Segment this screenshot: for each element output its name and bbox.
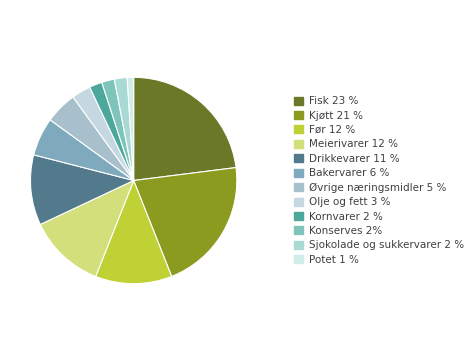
Wedge shape — [50, 97, 134, 180]
Wedge shape — [96, 180, 172, 284]
Legend: Fisk 23 %, Kjøtt 21 %, Før 12 %, Meierivarer 12 %, Drikkevarer 11 %, Bakervarer : Fisk 23 %, Kjøtt 21 %, Før 12 %, Meieriv… — [294, 96, 464, 265]
Wedge shape — [40, 180, 134, 277]
Wedge shape — [30, 155, 134, 225]
Wedge shape — [90, 82, 134, 180]
Wedge shape — [114, 78, 134, 180]
Wedge shape — [102, 79, 134, 180]
Wedge shape — [73, 87, 134, 180]
Wedge shape — [134, 168, 237, 277]
Wedge shape — [134, 77, 236, 180]
Wedge shape — [127, 77, 134, 180]
Wedge shape — [34, 120, 134, 180]
